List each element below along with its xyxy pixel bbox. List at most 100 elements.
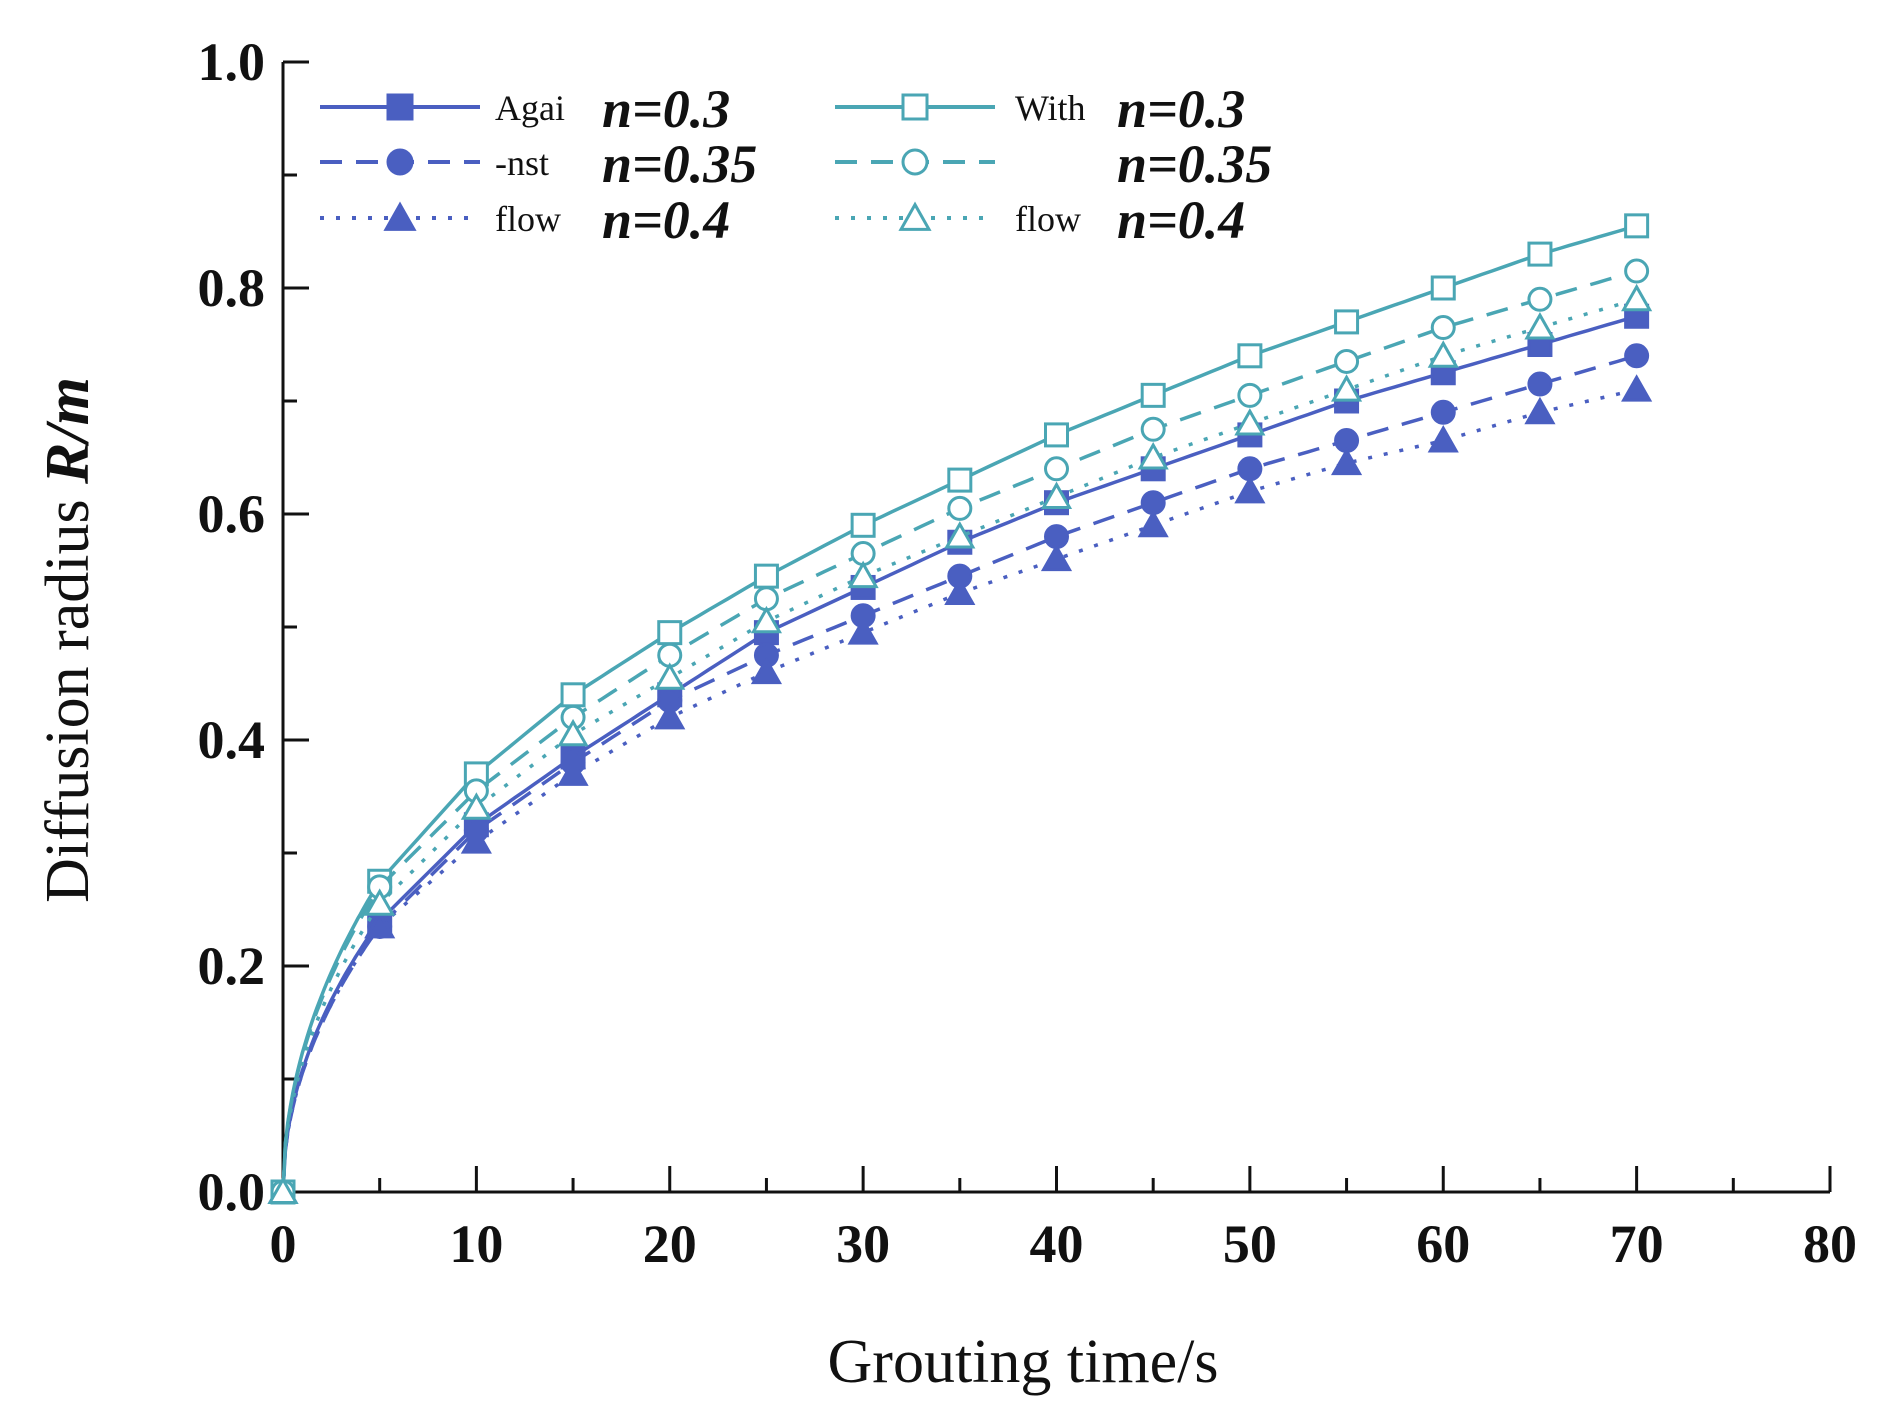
legend-marker: [386, 93, 414, 121]
series-layer: [267, 213, 1653, 1205]
data-point: [1137, 509, 1169, 538]
y-axis-title: Diffusion radius R/m: [34, 377, 102, 903]
data-point: [1427, 340, 1459, 368]
data-point: [850, 512, 876, 538]
y-tick-label: 0.4: [198, 710, 266, 770]
data-point: [1237, 382, 1263, 408]
data-point: [557, 718, 589, 747]
x-tick-label: 10: [449, 1214, 503, 1274]
y-tick-label: 0.2: [198, 936, 266, 996]
data-point: [364, 910, 396, 939]
data-point: [753, 563, 779, 589]
legend-label: flow: [495, 199, 561, 239]
legend-n-value: n=0.3: [1117, 79, 1245, 139]
legend-label: With: [1015, 88, 1086, 128]
legend-entry-5: n=0.35: [835, 134, 1272, 194]
legend-marker: [901, 148, 929, 176]
legend-n-value: n=0.35: [1117, 134, 1272, 194]
data-point: [460, 792, 492, 820]
data-point: [1237, 343, 1263, 369]
data-point: [847, 560, 879, 589]
data-point: [1430, 399, 1456, 425]
x-tick-label: 80: [1803, 1214, 1857, 1274]
legend-n-value: n=0.4: [602, 190, 730, 250]
data-point: [1624, 343, 1650, 369]
data-point: [1621, 283, 1653, 312]
data-point: [1334, 309, 1360, 335]
data-point: [1234, 475, 1266, 504]
series-line: [281, 297, 1638, 1193]
data-point: [1430, 275, 1456, 301]
y-tick-label: 0.8: [198, 258, 266, 318]
data-point: [1524, 396, 1556, 425]
x-tick-label: 50: [1223, 1214, 1277, 1274]
data-point: [1621, 374, 1653, 402]
data-point: [944, 577, 976, 606]
legend-label: Agai: [495, 88, 565, 128]
data-point: [460, 826, 492, 854]
data-point: [1330, 447, 1363, 476]
legend-label: -nst: [495, 143, 549, 183]
data-point: [1044, 422, 1069, 448]
legend-entry-1: Agai n=0.3: [320, 79, 730, 139]
x-tick-label: 0: [270, 1214, 297, 1274]
data-point: [947, 495, 973, 521]
data-point: [1527, 241, 1553, 267]
data-point: [560, 682, 586, 708]
data-point: [1524, 312, 1556, 340]
series-line: [281, 314, 1638, 1193]
data-point: [1040, 481, 1073, 509]
y-tick-label: 1.0: [198, 32, 266, 92]
data-point: [557, 758, 589, 786]
data-point: [1624, 258, 1650, 284]
data-point: [364, 888, 396, 916]
axes: 0 10 20 30 40 50 60 70 80 0.0 0.2 0.4 0.6 0.8 1.0: [198, 32, 1858, 1274]
data-point: [654, 662, 686, 690]
data-point: [1140, 382, 1166, 408]
series-line: [281, 224, 1638, 1193]
legend-marker: [901, 93, 929, 121]
data-point: [1527, 286, 1553, 312]
data-point: [654, 701, 686, 730]
data-point: [657, 620, 683, 646]
data-point: [847, 617, 879, 645]
legend-n-value: n=0.35: [602, 134, 757, 194]
legend-label: flow: [1015, 199, 1081, 239]
data-point: [1427, 425, 1459, 453]
data-point: [750, 656, 783, 685]
data-point: [1330, 374, 1363, 402]
data-point: [1044, 456, 1069, 482]
data-point: [947, 467, 973, 493]
y-tick-label: 0.6: [198, 484, 266, 544]
data-point: [1430, 315, 1456, 341]
data-point: [1137, 442, 1169, 470]
data-point: [1624, 213, 1650, 239]
data-point: [1040, 543, 1073, 572]
series-6: [267, 283, 1653, 1204]
series-line: [281, 269, 1638, 1193]
legend-marker: [386, 148, 414, 176]
data-point: [1234, 408, 1266, 436]
legend-entry-6: flow n=0.4: [835, 190, 1245, 250]
y-axis-title-prefix: Diffusion radius: [34, 484, 102, 903]
x-tick-label: 60: [1416, 1214, 1470, 1274]
data-point: [944, 521, 976, 549]
x-axis-title: Grouting time/s: [828, 1328, 1219, 1396]
series-line: [281, 354, 1638, 1193]
data-point: [267, 1176, 299, 1204]
legend-entry-2: -nst n=0.35: [320, 134, 757, 194]
legend-n-value: n=0.3: [602, 79, 730, 139]
y-axis-title-unit: R/m: [34, 377, 102, 485]
legend-marker: [383, 201, 417, 231]
legend-entry-3: flow n=0.4: [320, 190, 730, 250]
data-point: [1527, 371, 1553, 397]
data-point: [750, 605, 783, 634]
data-point: [1140, 416, 1166, 442]
series-3: [267, 374, 1653, 1204]
legend-entry-4: With n=0.3: [835, 79, 1245, 139]
legend-n-value: n=0.4: [1117, 190, 1245, 250]
data-point: [1334, 348, 1360, 374]
